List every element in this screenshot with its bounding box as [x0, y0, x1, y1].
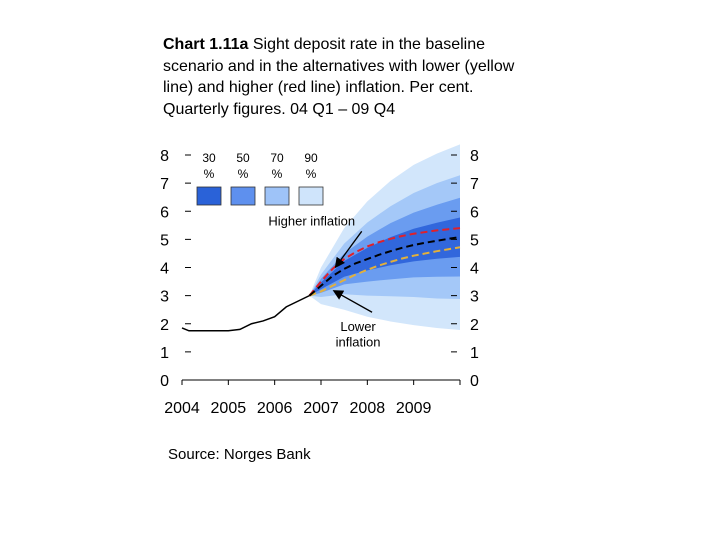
- y-tick-label-left-4: 4: [160, 261, 169, 278]
- annotation-arrow-2: [332, 290, 373, 313]
- source-note: Source: Norges Bank: [168, 446, 311, 463]
- series-history: [181, 294, 310, 332]
- x-tick-label-2008: 2008: [350, 400, 386, 417]
- legend-unit-90: %: [306, 167, 317, 181]
- series-lower-inflation: [309, 246, 461, 297]
- y-tick-label-right-7: 7: [470, 176, 479, 193]
- y-tick-label-left-6: 6: [160, 204, 169, 221]
- annotation-arrow-0: [334, 230, 363, 269]
- chart-number: Chart 1.11a: [163, 36, 249, 53]
- y-tick-label-right-8: 8: [470, 148, 479, 165]
- fan-bands: [309, 144, 460, 330]
- chart-title-text: Sight deposit rate in the baseline scena…: [163, 36, 515, 118]
- y-tick-label-right-4: 4: [470, 261, 479, 278]
- x-tick-label-2007: 2007: [303, 400, 339, 417]
- x-tick-label-2009: 2009: [396, 400, 432, 417]
- annotation-1: Lower: [340, 319, 376, 334]
- legend-unit-70: %: [272, 167, 283, 181]
- legend-unit-30: %: [204, 167, 215, 181]
- y-tick-label-right-2: 2: [470, 317, 479, 334]
- axes: 2004 2005 2006 2007 2008 2009 0 0 1 1 2 2 3 3 4 4 5 5 6 6 7 7…: [160, 148, 479, 417]
- x-tick-label-2005: 2005: [211, 400, 247, 417]
- y-tick-label-right-0: 0: [470, 373, 479, 390]
- legend-swatch-30: [196, 186, 222, 206]
- y-tick-label-left-0: 0: [160, 373, 169, 390]
- x-tick-label-2006: 2006: [257, 400, 293, 417]
- annotation-2: inflation: [336, 334, 381, 349]
- x-tick-label-2004: 2004: [164, 400, 200, 417]
- y-tick-label-right-3: 3: [470, 289, 479, 306]
- annotation-0: Higher inflation: [268, 213, 355, 228]
- y-tick-label-left-5: 5: [160, 232, 169, 249]
- legend-label-90: 90: [304, 151, 318, 165]
- legend-swatch-50: [230, 186, 256, 206]
- chart-title: Chart 1.11a Sight deposit rate in the ba…: [163, 34, 523, 120]
- y-tick-label-right-5: 5: [470, 232, 479, 249]
- fan-band-30: [309, 217, 460, 296]
- y-tick-label-left-8: 8: [160, 148, 169, 165]
- legend-label-50: 50: [236, 151, 250, 165]
- legend-swatch-90: [298, 186, 324, 206]
- legend: 30% 50% 70% 90%: [196, 151, 324, 206]
- y-tick-label-left-3: 3: [160, 289, 169, 306]
- legend-label-30: 30: [202, 151, 216, 165]
- legend-swatch-70: [264, 186, 290, 206]
- legend-unit-50: %: [238, 167, 249, 181]
- y-tick-label-right-1: 1: [470, 345, 479, 362]
- y-tick-label-left-1: 1: [160, 345, 169, 362]
- legend-label-70: 70: [270, 151, 284, 165]
- y-tick-label-right-6: 6: [470, 204, 479, 221]
- series-lines: [181, 227, 461, 332]
- series-higher-inflation: [308, 227, 461, 297]
- y-tick-label-left-2: 2: [160, 317, 169, 334]
- y-tick-label-left-7: 7: [160, 176, 169, 193]
